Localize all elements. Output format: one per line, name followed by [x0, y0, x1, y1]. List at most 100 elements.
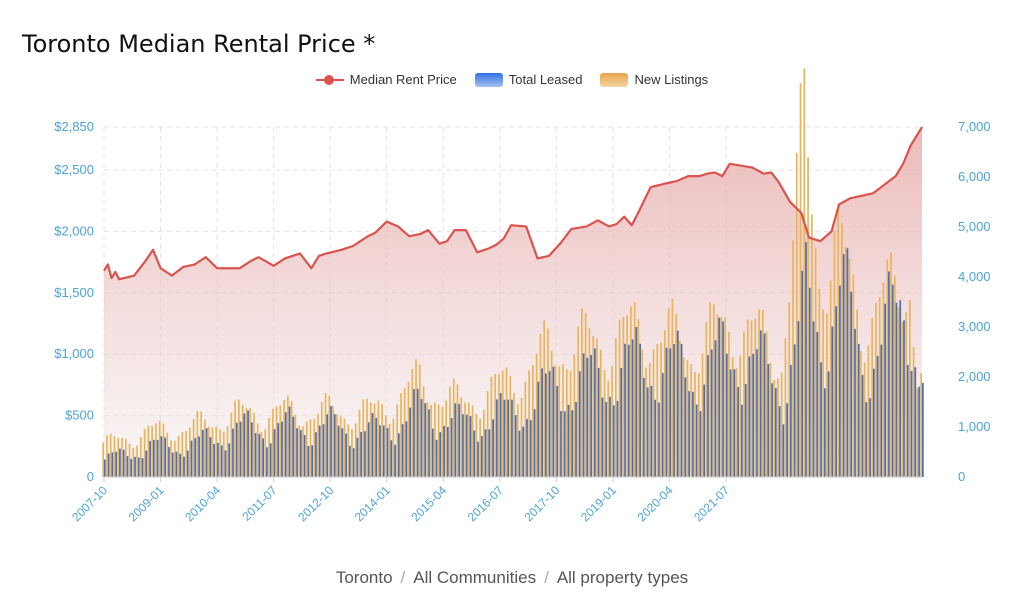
listings-bar	[166, 432, 169, 477]
leased-bar	[337, 425, 340, 477]
leased-bar	[341, 428, 344, 477]
leased-bar	[292, 416, 295, 477]
leased-bar	[488, 429, 491, 477]
listings-bar	[637, 319, 640, 477]
leased-bar	[496, 399, 498, 477]
breadcrumb-city[interactable]: Toronto	[335, 568, 393, 587]
listings-bar	[192, 419, 195, 477]
leased-bar	[382, 425, 385, 477]
leased-bar	[620, 368, 623, 477]
leased-bar	[684, 377, 687, 477]
leased-bar	[277, 423, 280, 477]
listings-bar	[675, 313, 677, 477]
listings-bar	[324, 393, 327, 477]
listings-bar	[113, 436, 116, 477]
listings-bar	[822, 309, 824, 477]
listings-bar	[106, 435, 108, 477]
listings-bar	[222, 431, 225, 477]
leased-bar	[217, 442, 219, 477]
leased-bar	[371, 413, 374, 477]
listings-bar	[279, 405, 282, 477]
leased-bar	[349, 445, 351, 477]
leased-bar	[903, 320, 905, 477]
leased-bar	[688, 391, 690, 477]
leased-bar	[665, 347, 668, 477]
listings-bar	[773, 380, 775, 477]
breadcrumb-property[interactable]: All property types	[556, 568, 689, 587]
listings-bar	[128, 443, 131, 477]
listings-bar	[173, 440, 176, 477]
listings-bar	[728, 331, 730, 477]
listings-bar	[743, 331, 745, 477]
leased-bar	[692, 391, 694, 477]
leased-bar	[725, 353, 728, 477]
listings-bar	[867, 345, 870, 477]
leased-bar	[880, 344, 883, 477]
leased-bar	[597, 367, 600, 477]
listings-bar	[434, 402, 436, 477]
leased-bar	[661, 373, 664, 477]
listings-bar	[829, 280, 832, 477]
listings-bar	[709, 302, 711, 477]
leased-bar	[111, 452, 114, 477]
listings-bar	[901, 322, 904, 477]
leased-bar	[405, 421, 408, 477]
leased-bar	[443, 426, 445, 477]
leased-bar	[447, 427, 449, 477]
leased-bar	[288, 406, 291, 477]
leased-bar	[594, 348, 596, 477]
listings-bar	[803, 68, 806, 477]
listings-bar	[603, 370, 606, 477]
leased-bar	[360, 431, 363, 477]
leased-bar	[744, 384, 747, 477]
leased-bar	[450, 418, 453, 477]
leased-bar	[669, 348, 672, 477]
leased-bar	[876, 355, 879, 477]
leased-bar	[311, 445, 314, 477]
listings-bar	[309, 419, 312, 477]
listings-bar	[562, 364, 564, 477]
listings-bar	[415, 359, 417, 477]
leased-bar	[639, 343, 641, 477]
listings-bar	[407, 381, 410, 477]
listings-bar	[920, 373, 922, 477]
listings-bar	[343, 418, 346, 477]
listings-bar	[807, 157, 809, 477]
listings-bar	[788, 302, 791, 477]
listings-bar	[501, 370, 504, 477]
listings-bar	[102, 442, 104, 477]
leased-bar	[869, 398, 871, 477]
listings-bar	[392, 418, 395, 477]
listings-bar	[162, 423, 165, 477]
legend-item-leased[interactable]: Total Leased	[474, 72, 582, 87]
y-right-tick-label: 5,000	[958, 219, 991, 234]
leased-bar	[786, 403, 788, 477]
listings-bar	[460, 397, 463, 477]
leased-bar	[186, 450, 189, 477]
leased-bar	[778, 406, 781, 477]
x-tick-label: 2021-07	[691, 483, 732, 524]
leased-bar	[914, 367, 917, 477]
legend-item-listings[interactable]: New Listings	[600, 72, 708, 87]
breadcrumb-community[interactable]: All Communities	[413, 568, 537, 587]
leased-bar	[503, 399, 506, 477]
listings-bar	[494, 373, 497, 477]
listings-bar	[486, 391, 489, 477]
leased-bar	[367, 422, 370, 477]
leased-bar	[518, 430, 521, 477]
leased-bar	[416, 388, 419, 477]
leased-bar	[616, 400, 619, 477]
listings-bar	[720, 316, 723, 477]
legend-item-median[interactable]: Median Rent Price	[315, 72, 457, 87]
page-title: Toronto Median Rental Price *	[22, 30, 376, 58]
listings-bar	[543, 320, 546, 477]
listings-bar	[362, 399, 365, 477]
leased-bar	[247, 410, 249, 477]
leased-bar	[126, 456, 129, 477]
listings-bar	[777, 378, 779, 477]
leased-bar	[190, 440, 193, 477]
leased-bar	[507, 399, 510, 477]
leased-bar	[428, 409, 430, 477]
leased-bar	[635, 327, 638, 477]
y-left-tick-label: $1,500	[54, 285, 94, 300]
